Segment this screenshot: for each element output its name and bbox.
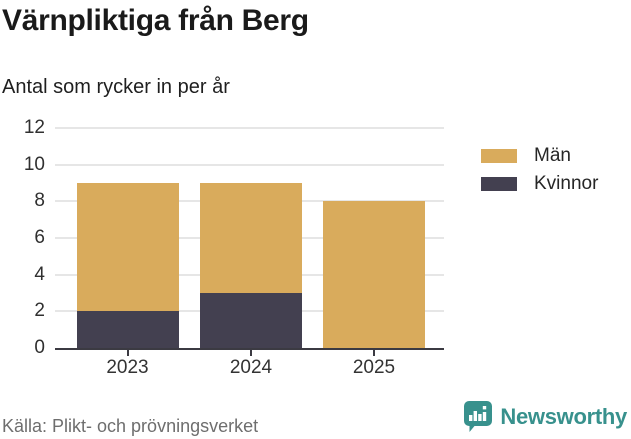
bar-segment-män-2025 [323, 201, 425, 348]
y-tick-label-0: 0 [34, 337, 45, 358]
gridline-10 [55, 163, 444, 166]
newsworthy-logo[interactable]: Newsworthy [464, 401, 627, 432]
legend-swatch-män [481, 149, 517, 163]
x-tick-label-2023: 2023 [106, 357, 149, 378]
chart-subtitle: Antal som rycker in per år [2, 76, 230, 98]
legend-item-kvinnor: Kvinnor [481, 173, 599, 194]
bar-segment-kvinnor-2024 [200, 293, 302, 348]
y-tick-label-6: 6 [34, 227, 45, 248]
bar-segment-kvinnor-2023 [76, 311, 179, 348]
source-text: Källa: Plikt- och prövningsverket [2, 416, 259, 436]
y-tick-label-12: 12 [23, 117, 45, 138]
bar-segment-män-2024 [200, 183, 302, 293]
newsworthy-icon [464, 401, 493, 432]
legend-swatch-kvinnor [481, 177, 517, 191]
x-tick-2023 [126, 350, 129, 356]
y-tick-label-10: 10 [23, 153, 45, 175]
legend-label-kvinnor: Kvinnor [534, 173, 599, 194]
gridline-12 [55, 127, 444, 129]
x-axis-labels: 2023 2024 2025 [55, 357, 444, 381]
legend-item-män: Män [481, 145, 598, 166]
y-axis-labels: 0 2 4 6 8 10 12 [0, 117, 45, 358]
x-tick-label-2025: 2025 [352, 357, 396, 378]
legend: Män Kvinnor [481, 145, 599, 202]
y-tick-label-2: 2 [34, 300, 45, 322]
y-tick-label-8: 8 [34, 190, 45, 212]
x-tick-2025 [373, 350, 375, 356]
plot-area [55, 127, 444, 356]
chart-title: Värnpliktiga från Berg [2, 4, 309, 37]
x-tick-label-2024: 2024 [229, 357, 273, 378]
newsworthy-wordmark: Newsworthy [500, 403, 627, 429]
x-axis-line [55, 348, 444, 350]
x-tick-2024 [250, 350, 252, 356]
y-tick-label-4: 4 [34, 263, 45, 285]
bar-segment-män-2023 [76, 183, 179, 312]
legend-label-män: Män [534, 145, 571, 166]
